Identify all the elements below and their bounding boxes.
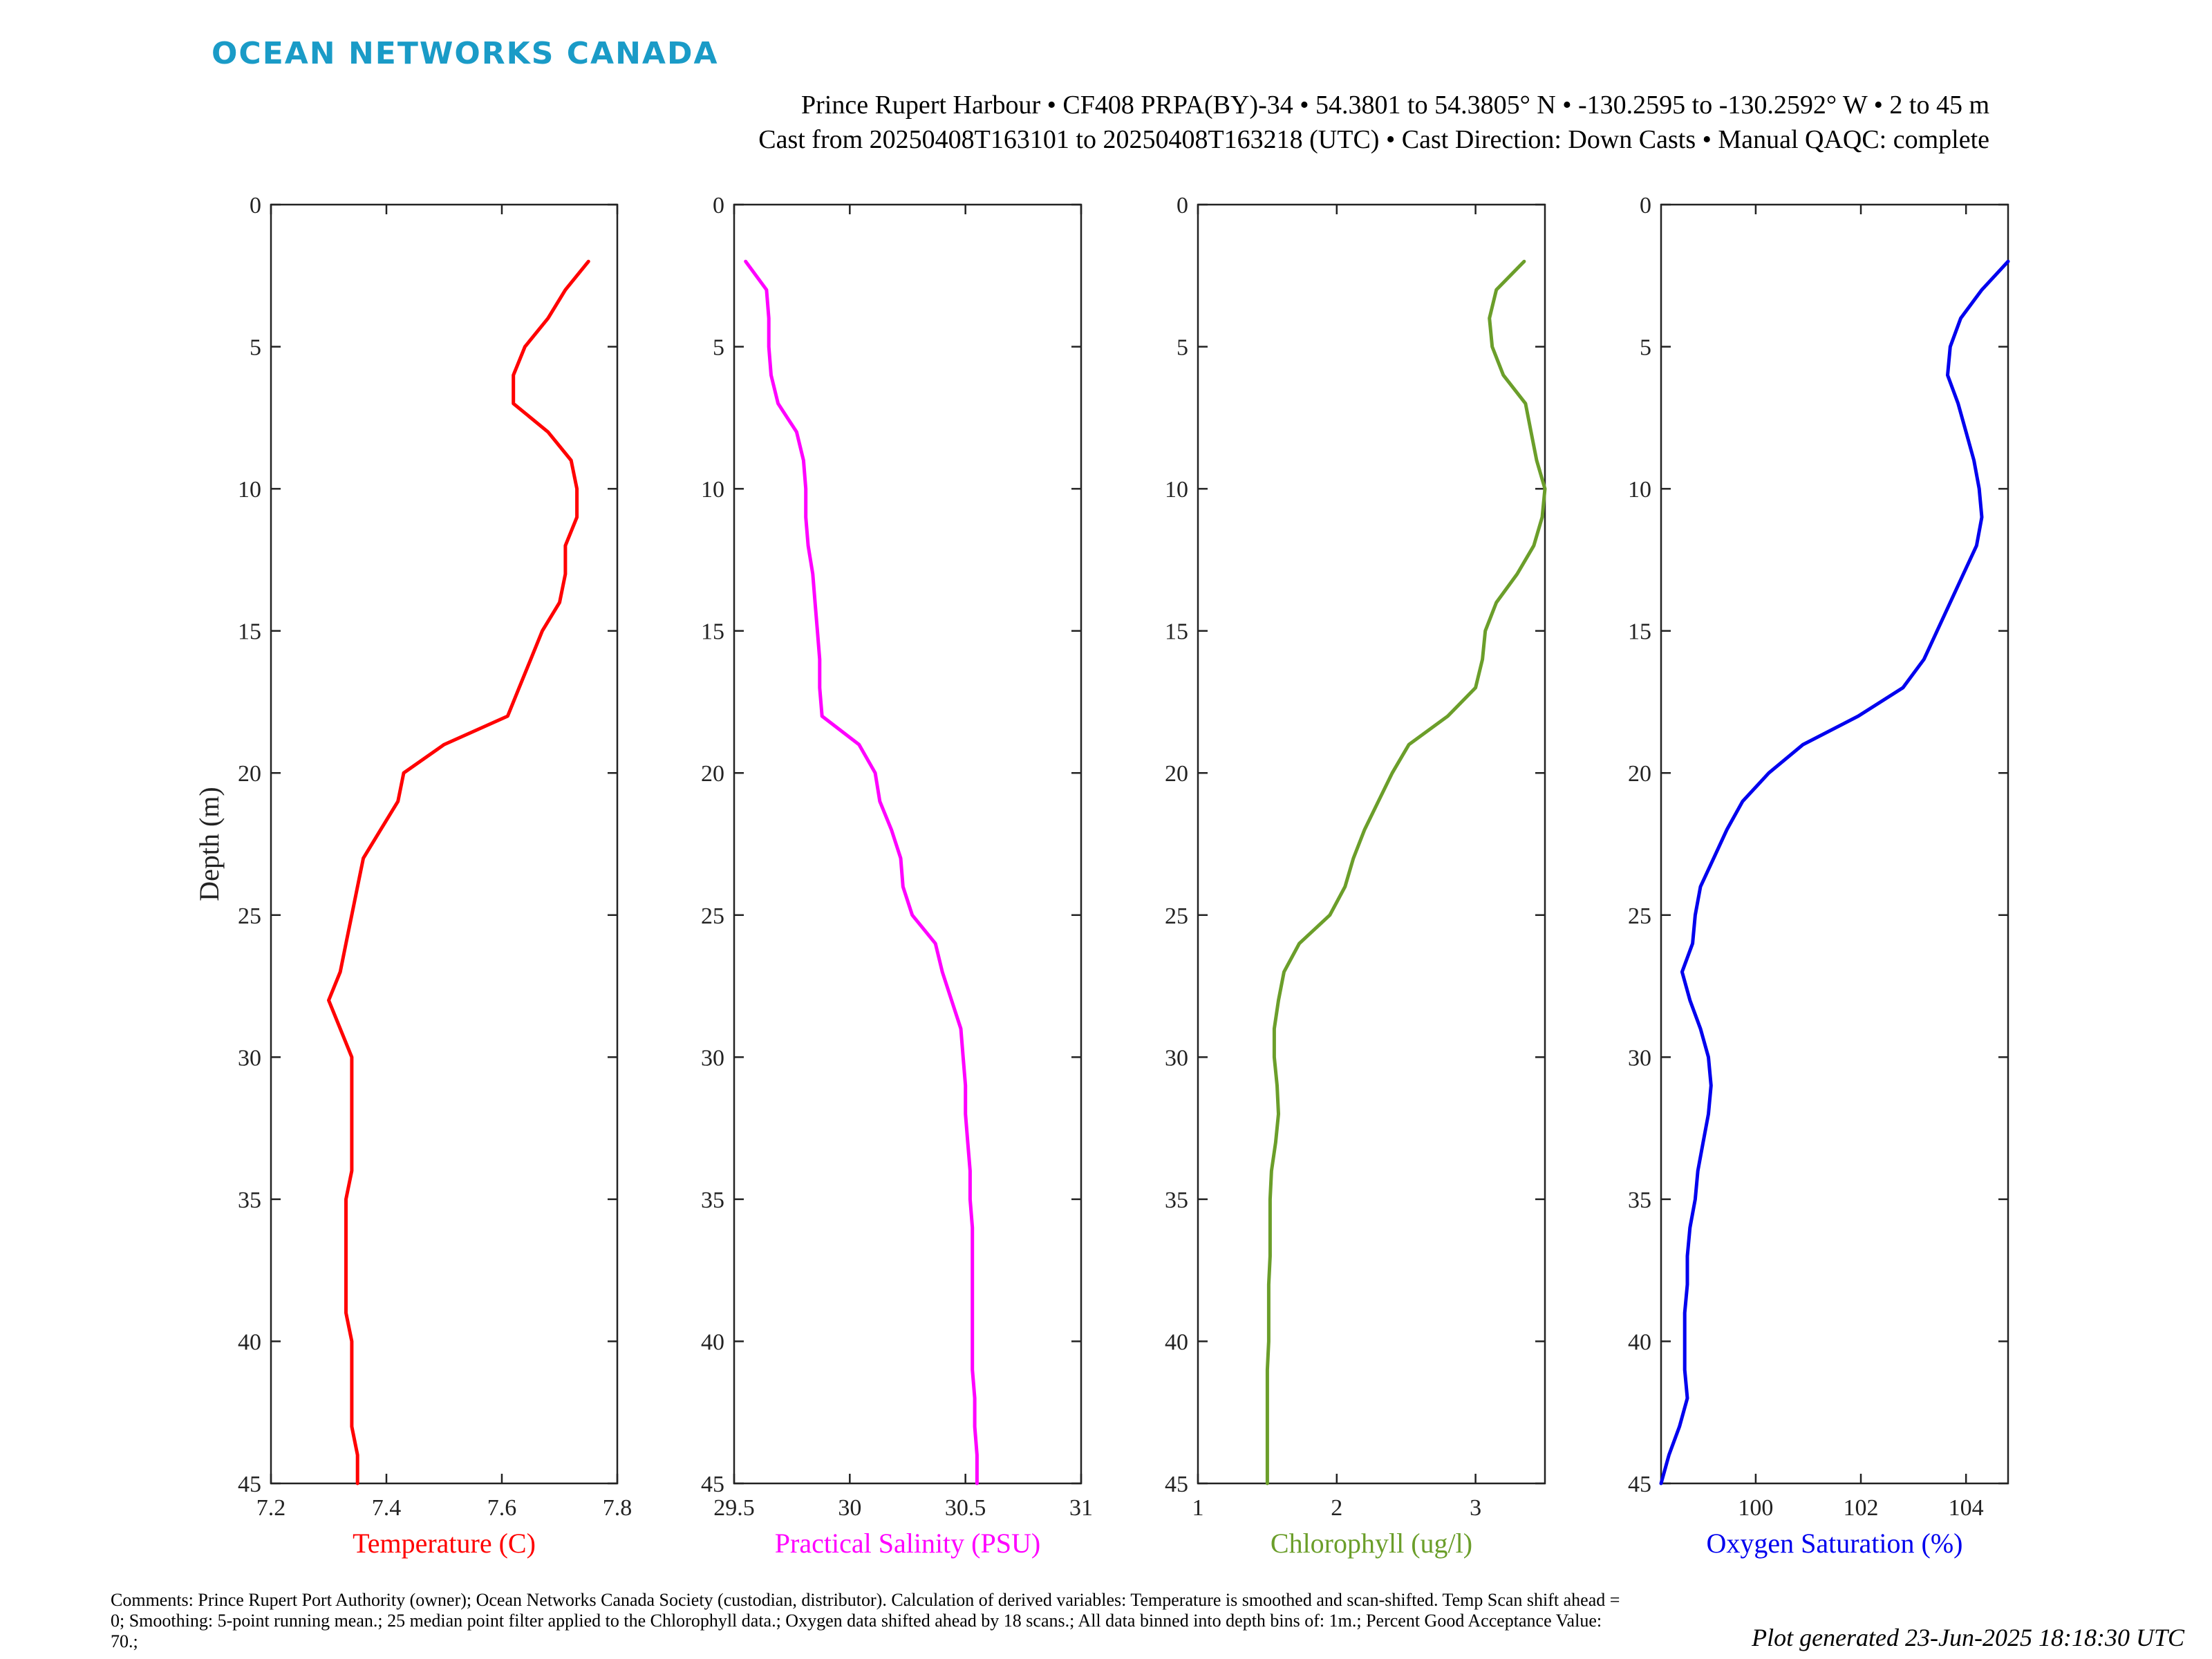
temperature-ytick-label: 15: [238, 619, 261, 645]
temperature-ytick-label: 45: [238, 1472, 261, 1497]
salinity-xtick-label: 30.5: [945, 1495, 986, 1521]
salinity-ytick-label: 0: [713, 193, 724, 218]
onc-logo: OCEAN NETWORKS CANADA: [212, 36, 719, 71]
temperature-xtick-label: 7.8: [603, 1495, 632, 1521]
oxygen-ytick-label: 0: [1640, 193, 1651, 218]
salinity-ytick-label: 40: [701, 1329, 724, 1355]
oxygen-xtick-label: 100: [1738, 1495, 1773, 1521]
temperature-ytick-label: 35: [238, 1188, 261, 1213]
salinity-ytick-label: 30: [701, 1045, 724, 1071]
salinity-xtick-label: 31: [1069, 1495, 1093, 1521]
salinity-ytick-label: 35: [701, 1188, 724, 1213]
chlorophyll-xtick-label: 3: [1470, 1495, 1481, 1521]
chlorophyll-ytick-label: 25: [1165, 903, 1188, 929]
oxygen-ytick-label: 35: [1628, 1188, 1651, 1213]
salinity-axis-label: Practical Salinity (PSU): [775, 1528, 1040, 1559]
temperature-ytick-label: 30: [238, 1045, 261, 1071]
temperature-ytick-label: 5: [250, 335, 261, 361]
oxygen-ytick-label: 15: [1628, 619, 1651, 645]
oxygen-ytick-label: 45: [1628, 1472, 1651, 1497]
temperature-axis-label: Temperature (C): [353, 1528, 536, 1559]
temperature-ytick-label: 20: [238, 761, 261, 787]
comments-text: Comments: Prince Rupert Port Authority (…: [111, 1590, 1620, 1651]
oxygen-ytick-label: 20: [1628, 761, 1651, 787]
oxygen-axis-label: Oxygen Saturation (%): [1706, 1528, 1962, 1559]
salinity-ytick-label: 5: [713, 335, 724, 361]
temperature-ytick-label: 25: [238, 903, 261, 929]
salinity-ytick-label: 10: [701, 477, 724, 503]
chlorophyll-ytick-label: 10: [1165, 477, 1188, 503]
salinity-axes-box: [733, 203, 1082, 1485]
temperature-xtick-label: 7.2: [256, 1495, 286, 1521]
chlorophyll-ytick-label: 35: [1165, 1188, 1188, 1213]
oxygen-ytick-label: 30: [1628, 1045, 1651, 1071]
temperature-axes-box: [270, 203, 619, 1485]
chlorophyll-xtick-label: 2: [1331, 1495, 1342, 1521]
salinity-ytick-label: 20: [701, 761, 724, 787]
oxygen-ytick-label: 5: [1640, 335, 1651, 361]
chlorophyll-ytick-label: 15: [1165, 619, 1188, 645]
chlorophyll-ytick-label: 30: [1165, 1045, 1188, 1071]
oxygen-ytick-label: 10: [1628, 477, 1651, 503]
oxygen-xtick-label: 104: [1949, 1495, 1984, 1521]
oxygen-xtick-label: 102: [1844, 1495, 1879, 1521]
oxygen-ytick-label: 25: [1628, 903, 1651, 929]
plot-generated-timestamp: Plot generated 23-Jun-2025 18:18:30 UTC: [1752, 1624, 2184, 1651]
salinity-xtick-label: 29.5: [713, 1495, 755, 1521]
chlorophyll-axis-label: Chlorophyll (ug/l): [1271, 1528, 1472, 1559]
chlorophyll-ytick-label: 45: [1165, 1472, 1188, 1497]
chlorophyll-profile-line: [1265, 259, 1547, 1485]
chlorophyll-ytick-label: 0: [1177, 193, 1188, 218]
chlorophyll-xtick-label: 1: [1192, 1495, 1204, 1521]
oxygen-axes-box: [1660, 203, 2009, 1485]
temperature-xtick-label: 7.6: [487, 1495, 517, 1521]
temperature-ytick-label: 0: [250, 193, 261, 218]
chlorophyll-ytick-label: 40: [1165, 1329, 1188, 1355]
salinity-ytick-label: 45: [701, 1472, 724, 1497]
salinity-profile-line: [744, 259, 979, 1485]
depth-axis-label: Depth (m): [194, 787, 225, 901]
oxygen-ytick-label: 40: [1628, 1329, 1651, 1355]
chlorophyll-axes-box: [1197, 203, 1546, 1485]
salinity-ytick-label: 15: [701, 619, 724, 645]
chlorophyll-ytick-label: 20: [1165, 761, 1188, 787]
chlorophyll-ytick-label: 5: [1177, 335, 1188, 361]
temperature-profile-line: [327, 259, 590, 1485]
header-line-cast: Cast from 20250408T163101 to 20250408T16…: [758, 125, 1989, 154]
temperature-ytick-label: 40: [238, 1329, 261, 1355]
salinity-xtick-label: 30: [838, 1495, 861, 1521]
header-line-location: Prince Rupert Harbour • CF408 PRPA(BY)-3…: [801, 91, 1989, 120]
oxygen-profile-line: [1659, 259, 2010, 1485]
temperature-ytick-label: 10: [238, 477, 261, 503]
temperature-xtick-label: 7.4: [372, 1495, 402, 1521]
salinity-ytick-label: 25: [701, 903, 724, 929]
